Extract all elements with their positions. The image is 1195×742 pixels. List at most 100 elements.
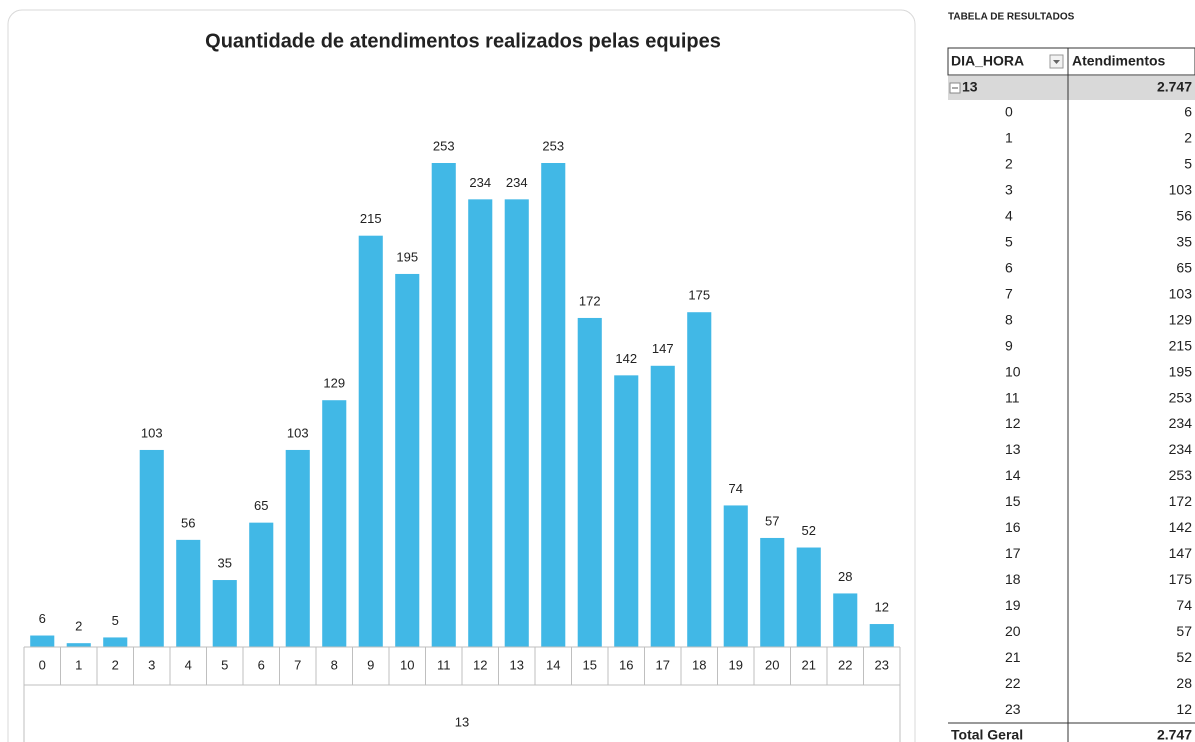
row-label: 7 <box>1005 285 1013 301</box>
data-label: 234 <box>506 175 528 190</box>
row-label: 18 <box>1005 571 1021 587</box>
row-label: 16 <box>1005 519 1021 535</box>
row-label: 21 <box>1005 649 1021 665</box>
row-label: 15 <box>1005 493 1021 509</box>
bar <box>504 199 529 647</box>
row-value: 234 <box>1169 441 1193 457</box>
x-tick-label: 17 <box>656 657 670 672</box>
data-label: 56 <box>181 515 195 530</box>
row-label: 11 <box>1005 389 1020 405</box>
x-tick-label: 11 <box>437 657 451 672</box>
x-tick-label: 21 <box>802 657 816 672</box>
data-label: 74 <box>729 481 743 496</box>
data-label: 253 <box>542 138 564 153</box>
bar <box>833 593 858 647</box>
row-value: 142 <box>1169 519 1193 535</box>
row-value: 5 <box>1184 156 1192 172</box>
x-tick-label: 0 <box>39 657 46 672</box>
row-label: 13 <box>1005 441 1021 457</box>
x-tick-label: 15 <box>583 657 597 672</box>
chart-title: Quantidade de atendimentos realizados pe… <box>205 30 721 52</box>
row-value: 103 <box>1169 285 1193 301</box>
row-label: 20 <box>1005 623 1021 639</box>
row-value: 57 <box>1176 623 1192 639</box>
x-tick-label: 9 <box>367 657 374 672</box>
bar <box>723 505 748 647</box>
filter-arrow <box>1053 60 1060 64</box>
x-tick-label: 20 <box>765 657 779 672</box>
x-tick-label: 5 <box>221 657 228 672</box>
row-value: 234 <box>1169 415 1193 431</box>
data-label: 2 <box>75 619 82 634</box>
row-value: 12 <box>1176 701 1192 717</box>
bar <box>285 449 310 647</box>
data-label: 5 <box>112 613 119 628</box>
x-tick-label: 23 <box>875 657 889 672</box>
row-label: 22 <box>1005 675 1021 691</box>
row-value: 52 <box>1176 649 1192 665</box>
data-label: 6 <box>39 611 46 626</box>
bar <box>66 643 91 647</box>
row-value: 175 <box>1169 571 1193 587</box>
data-label: 195 <box>396 249 418 264</box>
x-tick-label: 1 <box>75 657 82 672</box>
data-label: 57 <box>765 513 779 528</box>
bar <box>431 163 456 647</box>
row-label: 4 <box>1005 208 1013 224</box>
bar <box>796 547 821 647</box>
row-value: 195 <box>1169 363 1193 379</box>
row-label: 9 <box>1005 337 1013 353</box>
x-tick-label: 2 <box>112 657 119 672</box>
data-label: 35 <box>218 555 232 570</box>
bar <box>468 199 493 647</box>
x-tick-label: 22 <box>838 657 852 672</box>
bar <box>139 449 164 647</box>
bar <box>249 522 274 647</box>
x-tick-label: 4 <box>185 657 192 672</box>
row-label: 5 <box>1005 234 1013 250</box>
bar <box>687 312 712 647</box>
data-label: 172 <box>579 293 601 308</box>
row-value: 215 <box>1169 337 1193 353</box>
header-label: Atendimentos <box>1072 53 1166 69</box>
bar <box>869 624 894 647</box>
bar <box>577 317 602 647</box>
x-tick-label: 19 <box>729 657 743 672</box>
bar <box>541 163 566 647</box>
x-tick-label: 8 <box>331 657 338 672</box>
row-value: 253 <box>1169 389 1193 405</box>
row-label: 8 <box>1005 311 1013 327</box>
bar <box>176 539 201 647</box>
data-label: 28 <box>838 569 852 584</box>
row-label: 17 <box>1005 545 1021 561</box>
row-label: 0 <box>1005 104 1013 120</box>
row-label: 1 <box>1005 130 1013 146</box>
data-label: 142 <box>615 351 637 366</box>
x-tick-label: 13 <box>510 657 524 672</box>
row-value: 56 <box>1176 208 1192 224</box>
table-title: TABELA DE RESULTADOS <box>948 12 1075 23</box>
group-label: 13 <box>962 79 978 95</box>
row-value: 2 <box>1184 130 1192 146</box>
data-label: 147 <box>652 341 674 356</box>
row-value: 6 <box>1184 104 1192 120</box>
x-tick-label: 14 <box>546 657 560 672</box>
header-cell <box>947 47 1069 76</box>
bar <box>650 365 675 647</box>
bar <box>358 235 383 647</box>
x-tick-label: 12 <box>473 657 487 672</box>
data-label: 103 <box>141 425 163 440</box>
data-label: 65 <box>254 498 268 513</box>
x-tick-label: 10 <box>400 657 414 672</box>
row-label: 12 <box>1005 415 1021 431</box>
row-label: 6 <box>1005 259 1013 275</box>
row-label: 2 <box>1005 156 1013 172</box>
group-label: 13 <box>455 714 469 729</box>
row-label: 23 <box>1005 701 1021 717</box>
row-label: 3 <box>1005 182 1013 198</box>
row-label: 19 <box>1005 597 1021 613</box>
row-value: 28 <box>1176 675 1192 691</box>
bar <box>322 400 347 647</box>
